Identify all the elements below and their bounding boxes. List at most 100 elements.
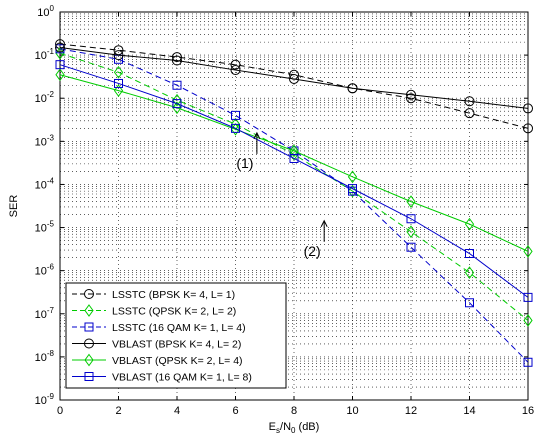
y-tick-label-exponent: -5 [47,220,55,229]
series-4 [55,42,533,114]
data-point-marker [523,123,533,134]
legend-marker [84,353,94,367]
legend-entry: VBLAST (QPSK K= 2, L= 4) [72,353,243,367]
data-point-marker [172,55,182,66]
legend-label: LSSTC (16 QAM K= 1, L= 4) [112,322,246,334]
axis-ticks: 0 2 4 6 8 10 12 14 1610010-110-210-310-410-510-6… [35,4,535,417]
x-axis-label-mid: /N [280,421,291,433]
data-point-marker [231,110,240,120]
y-tick-label-exponent: -6 [47,263,55,272]
annotation-label: (1) [236,155,253,171]
data-point-marker [230,59,241,70]
y-tick-label: 10-7 [35,306,55,321]
x-tick-label: 14 [463,405,475,417]
series-line [59,43,529,129]
annotations: (1) (2) [236,131,328,259]
data-point-marker [523,245,533,258]
data-point-marker [55,60,65,70]
y-tick-label-base: 10 [37,7,49,19]
y-tick-label-base: 10 [35,93,47,105]
annotation-label: (2) [304,243,321,259]
data-point-marker [347,170,358,184]
y-tick-label: 10-1 [35,47,55,62]
x-tick-label: 10 [346,405,358,417]
data-point-marker [347,83,358,94]
y-tick-label-base: 10 [35,266,47,278]
y-tick-label: 10-5 [35,220,55,235]
data-point-marker [172,80,182,90]
series-line [59,64,529,298]
y-tick-label: 10-9 [35,392,55,407]
data-point-marker [348,184,357,194]
legend-label: VBLAST (16 QAM K= 1, L= 8) [112,372,252,384]
x-tick-label: 16 [522,405,534,417]
data-point-marker [523,314,533,327]
y-tick-label-exponent: -1 [47,47,55,56]
annotation: (2) [304,219,328,259]
data-point-marker [406,214,416,224]
data-point-marker [289,153,299,163]
y-tick-label-base: 10 [35,223,47,235]
series-line [59,48,529,363]
data-point-marker [465,249,474,259]
data-point-marker [172,52,182,63]
y-tick-label-base: 10 [35,136,47,148]
data-point-marker [113,50,124,61]
legend-entry: LSSTC (QPSK K= 2, L= 2) [72,304,236,318]
y-tick-label-base: 10 [35,395,47,407]
data-point-marker [172,101,182,115]
legend-label: LSSTC (BPSK K= 4, L= 1) [112,289,235,301]
series-line [59,47,529,109]
x-axis-label-sub1: s [276,426,280,435]
x-axis-label-e: E [269,421,276,433]
data-point-marker [230,65,241,76]
y-tick-label-exponent: -8 [47,349,55,358]
data-point-marker [464,217,475,231]
legend-marker [84,304,94,317]
annotation-arrowhead [320,219,328,227]
y-tick-label: 10-3 [35,133,55,148]
legend-entry: LSSTC (BPSK K= 4, L= 1) [72,289,235,301]
y-axis-label: SER [8,195,20,218]
data-point-marker [172,93,182,107]
data-point-marker [55,42,65,53]
data-point-marker [114,78,123,88]
x-axis-label-tail: (dB) [295,421,319,433]
series-line [59,74,529,252]
legend: LSSTC (BPSK K= 4, L= 1) LSSTC (QPSK K= 2,… [65,282,287,389]
x-axis-label: Es/N0 (dB) [269,421,320,435]
y-tick-label: 100 [37,4,54,19]
y-tick-label-exponent: -9 [47,392,55,401]
legend-box [65,282,287,389]
x-tick-label: 8 [291,405,297,417]
y-tick-label-exponent: -3 [47,133,55,142]
data-point-marker [406,242,416,252]
data-point-marker [231,123,240,133]
y-tick-label-exponent: -7 [47,306,55,315]
x-tick-label: 0 [57,405,63,417]
data-point-marker [464,108,475,119]
y-tick-label: 10-6 [35,263,55,278]
data-point-marker [113,65,124,79]
y-tick-label-exponent: -2 [47,90,55,99]
y-tick-label-exponent: -4 [47,176,55,185]
legend-marker [84,322,94,332]
x-tick-label: 12 [405,405,417,417]
data-point-marker [406,93,416,104]
y-tick-label-exponent: 0 [50,4,55,13]
data-point-marker [55,68,65,82]
data-point-marker [172,99,182,109]
x-tick-label: 2 [115,405,121,417]
legend-entry: LSSTC (16 QAM K= 1, L= 4) [72,322,246,334]
data-point-marker [113,84,124,97]
data-point-marker [465,298,474,308]
legend-marker [84,372,94,381]
data-point-marker [523,357,533,367]
data-point-marker [464,96,475,107]
data-point-marker [289,144,299,158]
y-tick-label: 10-4 [35,176,55,191]
data-point-marker [289,73,299,84]
y-tick-label-base: 10 [35,50,47,62]
annotation: (1) [236,131,261,171]
